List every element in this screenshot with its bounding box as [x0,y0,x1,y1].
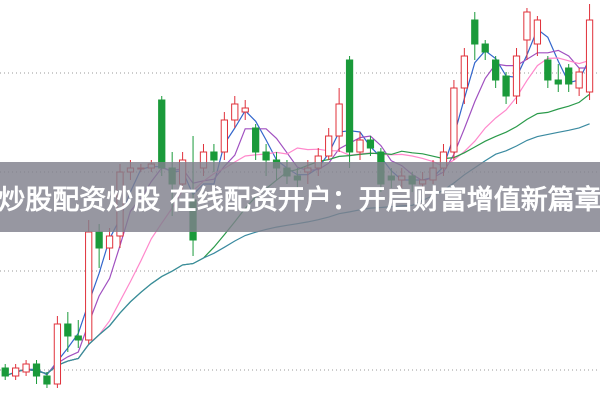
candle-body [262,151,270,161]
candle-body [565,67,573,85]
candle-body [544,59,552,81]
candle-body [231,103,239,121]
candle-body [1,367,9,377]
candle-body [105,235,114,249]
candle-body [210,151,218,161]
candle-body [471,19,479,45]
candle-body [22,363,30,373]
candle-body [74,335,82,341]
candle-body [460,55,468,89]
candle-body [252,127,260,153]
title-banner: 炒股配资炒股 在线配资开户：开启财富增值新篇章 [0,162,600,232]
candle-body [345,59,354,153]
candle-body [12,367,20,377]
candle-body [523,11,531,41]
candle-body [533,19,542,45]
candle-body [335,103,343,137]
candle-body [85,231,93,341]
candle-body [575,71,583,89]
moving-average-line [4,93,590,377]
candle-body [554,79,562,85]
banner-title: 炒股配资炒股 在线配资开户：开启财富增值新篇章 [0,184,600,216]
candle-body [585,19,594,93]
candle-body [492,59,500,81]
moving-average-line [4,57,590,377]
candle-body [43,375,51,385]
candle-body [220,119,228,153]
candle-body [32,363,41,377]
candle-body [512,55,521,97]
candle-body [502,75,510,97]
candle-body [53,323,62,385]
candle-body [158,99,166,169]
candle-body [325,135,333,157]
candle-body [366,139,375,149]
candle-body [481,43,489,53]
candle-body [450,87,458,153]
candle-body [64,323,72,337]
candle-body [356,139,364,153]
candle-body [241,107,249,113]
candle-body [95,231,103,249]
